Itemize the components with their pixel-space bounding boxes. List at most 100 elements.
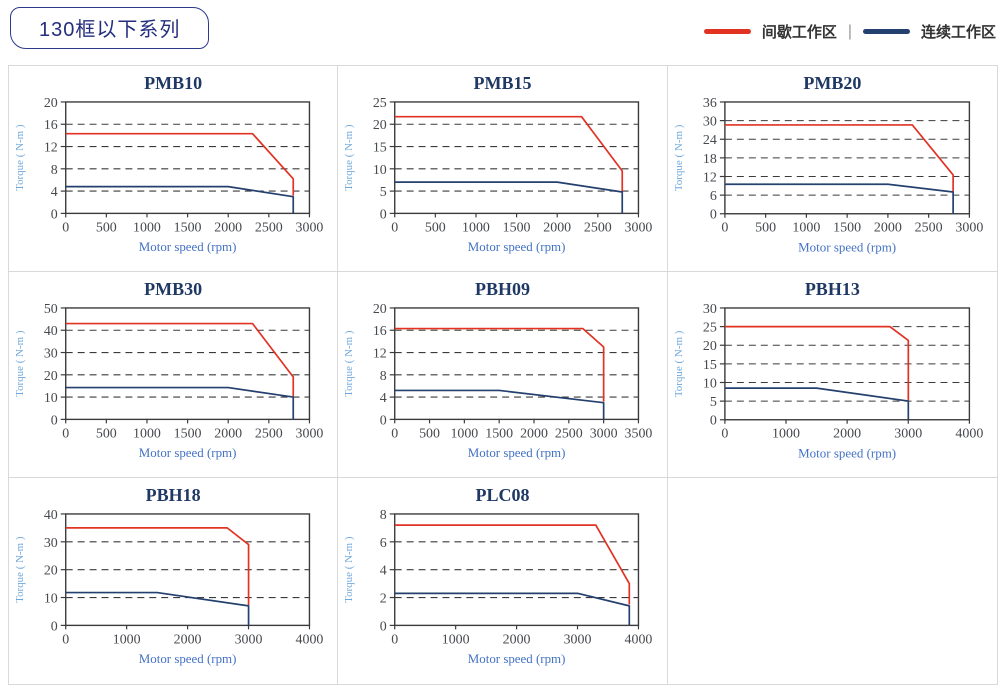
x-tick-label: 3000 — [590, 426, 618, 441]
y-tick-label: 8 — [380, 508, 387, 523]
y-tick-label: 40 — [44, 324, 58, 339]
chart-cell-PLC08: PLC08 0 1000 2000 3000 4000 0 2 4 6 8 Motor speed (… — [338, 478, 668, 684]
legend-separator: | — [847, 22, 852, 40]
continuous-zone-label: 连续工作区 — [920, 24, 996, 41]
x-tick-label: 2000 — [874, 221, 902, 236]
page-header: 130框以下系列 间歇工作区 | 连续工作区 — [0, 0, 1006, 60]
y-tick-label: 15 — [373, 141, 387, 156]
y-tick-label: 0 — [710, 414, 717, 429]
y-tick-label: 6 — [380, 536, 387, 551]
y-tick-label: 10 — [373, 163, 387, 178]
x-tick-label: 1000 — [462, 220, 490, 235]
y-tick-label: 8 — [51, 163, 58, 178]
y-tick-label: 4 — [380, 391, 387, 406]
intermittent-zone-label: 间歇工作区 — [761, 24, 837, 41]
intermittent-zone-swatch — [703, 29, 751, 34]
y-tick-label: 40 — [44, 508, 58, 523]
y-axis-title: Torque ( N-m ) — [343, 536, 355, 603]
chart-cell-PMB10: PMB10 0 500 1000 1500 2000 2500 3000 0 4 8 12 16 20 Mo… — [9, 66, 339, 272]
x-tick-label: 4000 — [955, 427, 983, 442]
x-tick-label: 500 — [419, 426, 440, 441]
x-tick-label: 3000 — [296, 426, 324, 441]
y-tick-label: 10 — [44, 391, 58, 406]
y-tick-label: 4 — [380, 564, 387, 579]
y-axis-title: Torque ( N-m ) — [343, 330, 355, 397]
x-tick-label: 2500 — [914, 221, 942, 236]
chart-title: PMB30 — [144, 279, 203, 299]
y-tick-label: 30 — [44, 536, 58, 551]
y-tick-label: 0 — [51, 619, 58, 634]
x-tick-label: 1500 — [174, 426, 202, 441]
y-axis-title: Torque ( N-m ) — [673, 330, 685, 397]
chart-cell-PBH13: PBH13 0 1000 2000 3000 4000 0 5 10 15 20 25 30 Motor … — [667, 272, 997, 478]
x-axis-title: Motor speed (rpm) — [139, 445, 237, 460]
x-tick-label: 0 — [721, 427, 728, 442]
intermittent-zone-line — [724, 124, 954, 192]
x-tick-label: 3000 — [296, 220, 324, 235]
intermittent-zone-line — [65, 322, 295, 397]
x-tick-label: 3000 — [564, 632, 592, 647]
y-tick-label: 8 — [380, 369, 387, 384]
x-tick-label: 0 — [62, 426, 69, 441]
empty-cell — [668, 478, 997, 684]
x-tick-label: 4000 — [625, 632, 653, 647]
y-axis-title: Torque ( N-m ) — [14, 536, 26, 603]
x-tick-label: 1500 — [486, 426, 514, 441]
y-tick-label: 18 — [703, 152, 717, 167]
chart-title: PMB10 — [144, 73, 203, 93]
plot-border — [65, 307, 311, 421]
x-tick-label: 500 — [425, 220, 446, 235]
y-axis-title: Torque ( N-m ) — [14, 124, 26, 191]
y-tick-label: 0 — [51, 207, 58, 222]
y-tick-label: 25 — [373, 96, 387, 111]
y-tick-label: 25 — [703, 321, 717, 336]
chart-canvas-PBH18: 0 1000 2000 3000 4000 0 10 20 30 40 Motor speed (r… — [14, 508, 323, 666]
chart-canvas-PBH09: 0 500 1000 1500 2000 2500 3000 3500 0 4 8 12 16 20 Mot… — [343, 302, 652, 460]
continuous-zone-line — [724, 183, 954, 214]
y-tick-label: 0 — [380, 413, 387, 428]
y-tick-label: 15 — [703, 358, 717, 373]
intermittent-zone-line — [65, 527, 250, 606]
y-tick-label: 6 — [710, 189, 717, 204]
continuous-zone-swatch — [862, 29, 910, 34]
x-tick-label: 500 — [96, 220, 117, 235]
chart-cell-PMB15: PMB15 0 500 1000 1500 2000 2500 3000 0 5 10 15 20 25 M… — [338, 66, 668, 272]
y-tick-label: 30 — [44, 347, 58, 362]
y-tick-label: 5 — [710, 395, 717, 410]
x-axis-title: Motor speed (rpm) — [139, 651, 237, 666]
chart-title: PBH09 — [474, 279, 530, 299]
x-tick-label: 0 — [721, 221, 728, 236]
intermittent-zone-line — [395, 115, 624, 192]
x-tick-label: 500 — [755, 221, 776, 236]
chart-title: PMB15 — [473, 73, 532, 93]
x-tick-label: 3000 — [625, 220, 653, 235]
x-tick-label: 2000 — [544, 220, 572, 235]
chart-title: PBH18 — [145, 485, 201, 505]
chart-cell-PMB30: PMB30 0 500 1000 1500 2000 2500 3000 0 10 20 30 40 50… — [9, 272, 339, 478]
intermittent-zone-line — [395, 524, 631, 605]
y-tick-label: 20 — [703, 339, 717, 354]
x-tick-label: 500 — [96, 426, 117, 441]
x-tick-label: 1000 — [133, 426, 161, 441]
series-title-badge: 130框以下系列 — [10, 7, 210, 49]
x-tick-label: 2000 — [174, 632, 202, 647]
x-tick-label: 2000 — [503, 632, 531, 647]
chart-title: PBH13 — [804, 279, 860, 299]
y-tick-label: 5 — [380, 185, 387, 200]
x-tick-label: 0 — [62, 220, 69, 235]
continuous-zone-line — [65, 591, 250, 626]
plot-border — [394, 101, 640, 215]
x-tick-label: 1000 — [792, 221, 820, 236]
x-tick-label: 0 — [62, 632, 69, 647]
continuous-zone-line — [65, 185, 295, 214]
y-tick-label: 10 — [703, 376, 717, 391]
y-axis-title: Torque ( N-m ) — [343, 124, 355, 191]
y-tick-label: 0 — [380, 619, 387, 634]
y-tick-label: 30 — [703, 302, 717, 317]
x-tick-label: 1000 — [442, 632, 470, 647]
y-tick-label: 12 — [44, 141, 58, 156]
x-axis-title: Motor speed (rpm) — [798, 240, 896, 255]
chart-canvas-PMB15: 0 500 1000 1500 2000 2500 3000 0 5 10 15 20 25 Motor … — [343, 96, 653, 254]
chart-canvas-PMB20: 0 500 1000 1500 2000 2500 3000 0 6 12 18 24 30 36 Moto… — [673, 96, 983, 255]
y-tick-label: 12 — [703, 170, 717, 185]
